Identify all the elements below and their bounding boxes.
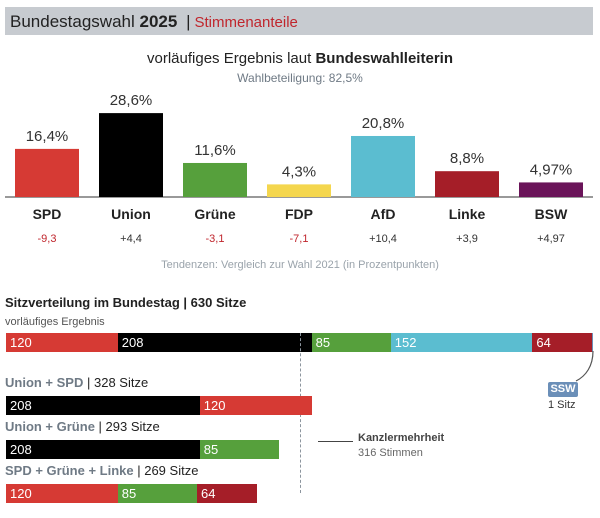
bar — [15, 148, 79, 197]
data-label: 11,6% — [194, 142, 235, 159]
seat-distribution-title: Sitzverteilung im Bundestag | 630 Sitze — [5, 295, 247, 310]
subtitle-prefix: vorläufiges Ergebnis laut — [147, 50, 316, 67]
bar — [99, 113, 163, 197]
majority-pointer — [318, 441, 353, 442]
seat-segment: 208 — [6, 396, 200, 415]
seat-label: 85 — [203, 442, 219, 457]
seat-segment: 85 — [199, 440, 279, 459]
seat-segment: 85 — [117, 484, 197, 503]
header-bar: Bundestagswahl 2025 | Stimmenanteile — [5, 7, 593, 35]
seat-label: 208 — [10, 398, 32, 413]
data-label: 16,4% — [26, 128, 69, 145]
bar — [435, 171, 499, 197]
coalition-title: Union + Grüne | 293 Sitze — [5, 419, 160, 434]
coalition-bar: 208 85 — [6, 440, 279, 459]
data-label: 20,8% — [362, 115, 405, 132]
change-label: +10,4 — [369, 233, 397, 245]
data-label: 4,3% — [282, 163, 316, 180]
category-label: BSW — [535, 206, 568, 222]
coalition-bar: 120 85 64 — [6, 484, 257, 503]
seat-segment: 120 — [199, 396, 312, 415]
bar — [351, 135, 415, 197]
seat-label: 208 — [10, 442, 32, 457]
seat-segment: 64 — [197, 484, 257, 503]
ssw-callout-line — [575, 350, 594, 382]
seat-label: 120 — [10, 335, 32, 350]
coalition-title: SPD + Grüne + Linke | 269 Sitze — [5, 463, 198, 478]
ssw-seats: 1 Sitz — [548, 399, 576, 411]
seat-label: 85 — [315, 335, 331, 350]
title-main: Bundestagswahl — [10, 12, 135, 31]
seat-label: 85 — [121, 486, 137, 501]
seat-segment: 120 — [6, 484, 118, 503]
coalition-seats: | 293 Sitze — [98, 419, 160, 434]
majority-title: Kanzlermehrheit — [358, 432, 445, 444]
turnout-text: Wahlbeteiligung: 82,5% — [237, 71, 363, 85]
category-label: Union — [111, 206, 151, 222]
seat-segment — [592, 333, 593, 352]
seat-label: 208 — [121, 335, 144, 350]
coalition-name: Union + SPD — [5, 375, 84, 390]
seat-label: 120 — [10, 486, 32, 501]
seat-segment: 85 — [311, 333, 391, 352]
subtitle-strong: Bundeswahlleiterin — [315, 50, 453, 67]
data-label: 8,8% — [450, 150, 484, 167]
seat-label: 120 — [203, 398, 226, 413]
category-label: AfD — [371, 206, 396, 222]
bar — [183, 162, 247, 197]
coalition-name: SPD + Grüne + Linke — [5, 463, 134, 478]
change-label: -3,1 — [206, 233, 225, 245]
coalition-name: Union + Grüne — [5, 419, 95, 434]
data-label: 28,6% — [110, 92, 153, 109]
seat-distribution-bar: 120 208 85 152 64 — [6, 333, 593, 352]
ssw-badge: SSW — [548, 382, 578, 397]
change-label: +4,97 — [537, 233, 565, 245]
coalition-bar: 208 120 — [6, 396, 312, 415]
change-label: -9,3 — [38, 233, 57, 245]
category-label: FDP — [285, 206, 313, 222]
seat-label: 64 — [536, 335, 551, 350]
change-label: +4,4 — [120, 233, 142, 245]
seat-label: 64 — [201, 486, 216, 501]
seat-segment: 208 — [6, 440, 200, 459]
seat-segment: 64 — [532, 333, 593, 352]
coalition-seats: | 269 Sitze — [137, 463, 199, 478]
category-label: Linke — [449, 206, 486, 222]
title-subtitle: Stimmenanteile — [194, 14, 298, 31]
seat-label: 152 — [394, 335, 417, 350]
data-label: 4,97% — [530, 161, 573, 178]
vote-share-chart: 16,4% SPD -9,3 28,6% Union +4,4 11,6% Grüne -3,1… — [5, 92, 593, 245]
coalition-seats: | 328 Sitze — [87, 375, 149, 390]
title-year: 2025 — [139, 12, 178, 31]
category-label: Grüne — [194, 206, 235, 222]
bar — [267, 184, 331, 197]
category-label: SPD — [33, 206, 62, 222]
seat-segment: 152 — [390, 333, 533, 352]
bar — [519, 182, 583, 197]
change-label: +3,9 — [456, 233, 478, 245]
coalition-title: Union + SPD | 328 Sitze — [5, 375, 148, 390]
chart-subtitle: vorläufiges Ergebnis laut Bundeswahlleit… — [0, 50, 600, 67]
title-separator: | — [186, 12, 191, 31]
seat-distribution-subtitle: vorläufiges Ergebnis — [5, 316, 105, 328]
page-title: Bundestagswahl 2025 | Stimmenanteile — [10, 12, 298, 32]
trend-note: Tendenzen: Vergleich zur Wahl 2021 (in P… — [161, 259, 439, 271]
majority-subtitle: 316 Stimmen — [358, 447, 423, 459]
change-label: -7,1 — [290, 233, 309, 245]
seat-segment: 208 — [117, 333, 312, 352]
seat-segment: 120 — [6, 333, 118, 352]
